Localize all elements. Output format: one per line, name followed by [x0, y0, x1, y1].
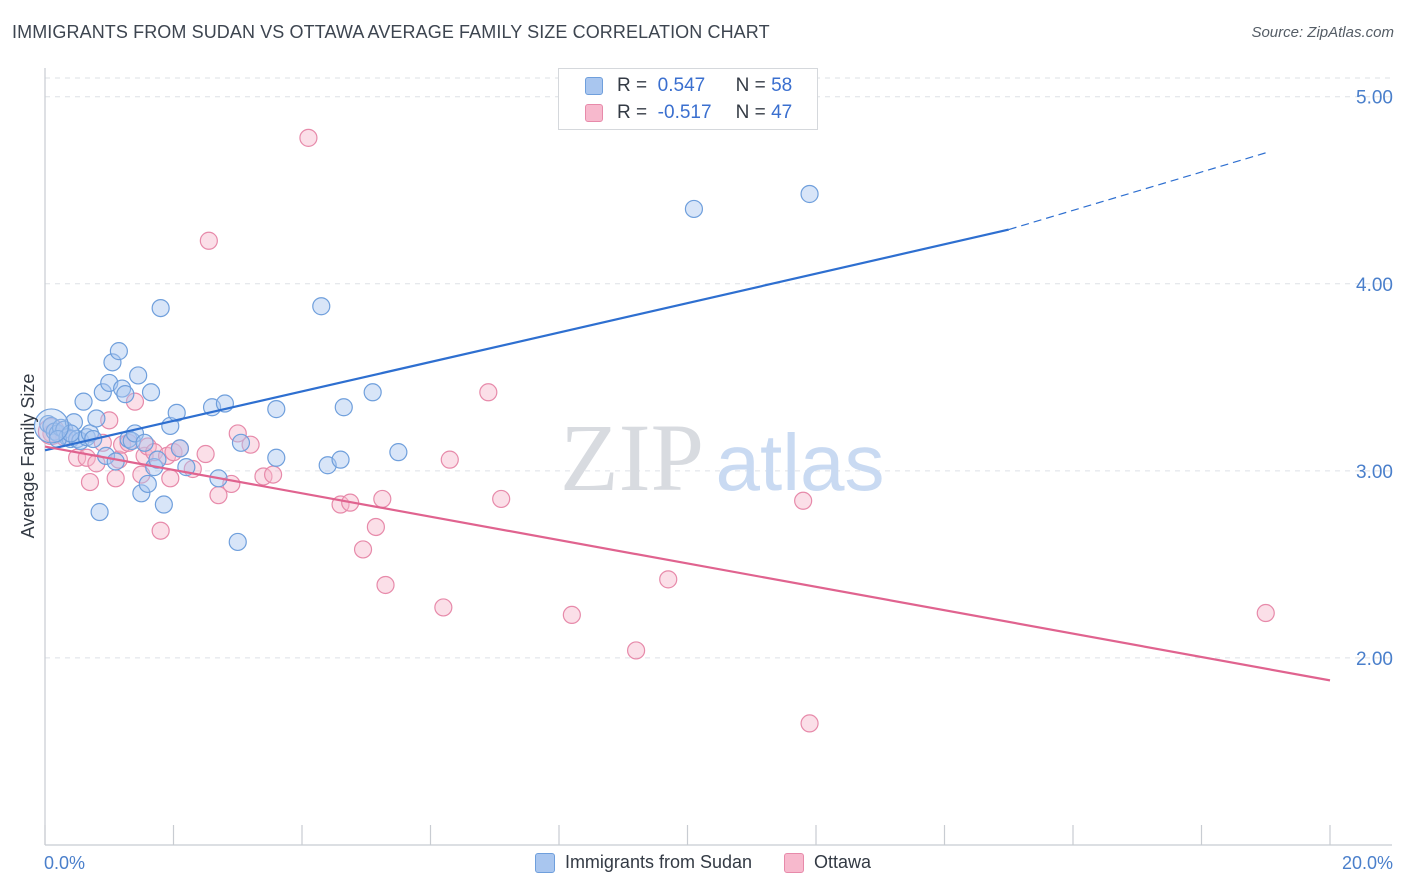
sudan-point-53 [389, 443, 408, 462]
ottawa-point-17 [151, 521, 170, 540]
sudan-point-29 [132, 484, 151, 503]
sudan-point-44 [228, 532, 247, 552]
sudan-point-45 [231, 433, 251, 452]
sudan-point-23 [112, 379, 132, 398]
legend-row-sudan: R = 0.547 N = 58 [585, 73, 792, 99]
ottawa-point-12 [125, 392, 145, 411]
sudan-point-24 [116, 385, 135, 404]
legend-r-value: -0.517 [657, 102, 712, 123]
ottawa-point-46 [800, 714, 819, 733]
grid-lines [45, 77, 1390, 659]
ottawa-point-19 [161, 469, 180, 488]
legend-swatch-ottawa [585, 104, 603, 122]
x-tick-label-0: 0.0% [44, 853, 85, 873]
bottom-legend-ottawa: Ottawa [784, 852, 871, 873]
bottom-legend-label-ottawa: Ottawa [814, 852, 872, 872]
bottom-legend-label-sudan: Immigrants from Sudan [564, 852, 753, 872]
sudan-point-28 [129, 366, 148, 385]
ottawa-point-23 [196, 444, 215, 464]
ottawa-point-4 [80, 472, 100, 492]
sudan-cluster-point [33, 408, 70, 444]
bottom-legend-swatch-sudan [534, 852, 555, 873]
legend-n-value: 47 [771, 102, 793, 123]
ottawa-point-34 [353, 540, 373, 559]
sudan-point-57 [61, 424, 80, 443]
sudan-point-35 [151, 299, 170, 318]
sudan-point-31 [138, 474, 157, 494]
ottawa-point-36 [373, 489, 392, 509]
legend-r-label: R = [617, 102, 648, 123]
watermark: ZIP atlas [560, 404, 884, 511]
sudan-point-17 [93, 383, 112, 402]
sudan-point-46 [267, 448, 286, 467]
y-tick-label-3: 5.00 [1356, 88, 1393, 109]
sudan-point-34 [148, 450, 167, 469]
legend-r-value: 0.547 [657, 75, 706, 96]
ottawa-point-8 [106, 469, 125, 488]
sudan-point-51 [334, 398, 353, 417]
ottawa-point-35 [366, 517, 385, 537]
legend-n-label: N = [735, 102, 766, 123]
ottawa-point-44 [659, 570, 678, 589]
ottawa-point-38 [434, 598, 453, 617]
sudan-point-54 [684, 199, 704, 219]
trend-lines [44, 152, 1331, 682]
ottawa-point-30 [263, 465, 283, 484]
ottawa-point-42 [562, 605, 581, 625]
y-axis-label: Average Family Size [18, 374, 38, 539]
legend-row-ottawa: R = -0.517 N = 47 [585, 100, 792, 126]
ottawa-point-24 [199, 231, 218, 250]
sudan-point-13 [80, 424, 100, 443]
tick-labels: 2.00 3.00 4.00 5.00 0.0% 20.0% [44, 88, 1393, 873]
ottawa-point-43 [626, 641, 646, 660]
watermark-zip: ZIP [560, 404, 704, 511]
ottawa-point-39 [440, 450, 459, 469]
ottawa-point-31 [299, 128, 318, 147]
bottom-legend: Immigrants from Sudan Ottawa [0, 852, 1406, 873]
sudan-point-11 [74, 392, 93, 411]
legend-r-label: R = [617, 75, 648, 96]
sudan-point-22 [109, 342, 128, 361]
chart-title: IMMIGRANTS FROM SUDAN VS OTTAWA AVERAGE … [12, 22, 770, 42]
sudan-point-50 [331, 450, 350, 469]
sudan-point-38 [167, 403, 186, 422]
legend-n-label: N = [735, 75, 766, 96]
ottawa-point-45 [794, 491, 813, 510]
y-tick-label-2: 4.00 [1356, 275, 1393, 296]
ottawa-point-40 [479, 383, 498, 402]
bottom-legend-swatch-ottawa [784, 852, 805, 873]
sudan-point-36 [154, 495, 173, 514]
y-tick-label-0: 2.00 [1356, 649, 1393, 670]
legend-n-value: 58 [771, 75, 793, 96]
sudan-point-20 [103, 353, 122, 372]
y-tick-label-1: 3.00 [1356, 462, 1393, 483]
legend: R = 0.547 N = 58 R = -0.517 N = 47 [558, 68, 818, 130]
watermark-atlas: atlas [716, 418, 885, 507]
sudan-point-55 [800, 184, 819, 204]
ottawa-point-41 [492, 489, 511, 509]
sudan-point-16 [90, 502, 109, 522]
sudan-point-30 [135, 433, 154, 452]
sudan-point-39 [170, 439, 190, 458]
ottawa-point-37 [376, 575, 395, 595]
sudan-point-15 [87, 409, 106, 428]
ottawa-point-47 [1256, 603, 1275, 623]
sudan-trend-line [44, 228, 1009, 452]
source-label: Source: ZipAtlas.com [1251, 24, 1394, 41]
axes [44, 68, 1392, 846]
sudan-point-52 [363, 383, 382, 402]
sudan-point-32 [141, 383, 161, 402]
sudan-point-47 [267, 400, 286, 419]
sudan-trend-extension [1008, 152, 1266, 231]
sudan-point-48 [312, 297, 331, 316]
bottom-legend-sudan: Immigrants from Sudan [534, 852, 753, 873]
legend-swatch-sudan [585, 77, 603, 95]
ottawa-trend-line [44, 445, 1331, 682]
x-tick-label-1: 20.0% [1342, 853, 1393, 873]
